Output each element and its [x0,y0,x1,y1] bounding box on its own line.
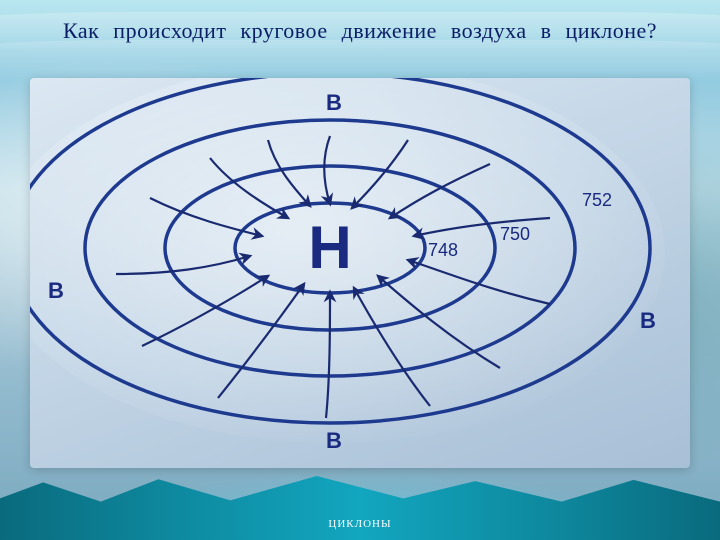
cyclone-diagram: Н В В В В 748 750 752 [30,78,690,468]
footer-band [0,476,720,540]
direction-label: В [326,90,342,115]
direction-label: В [640,308,656,333]
slide-root: Как происходит круговое движение воздуха… [0,0,720,540]
isobar-value-label: 750 [500,224,530,244]
diagram-panel: Н В В В В 748 750 752 [30,78,690,468]
direction-label: В [48,278,64,303]
direction-label: В [326,428,342,453]
bg-wave [0,40,720,80]
isobar-value-label: 752 [582,190,612,210]
slide-caption: ЦИКЛОНЫ [0,518,720,530]
slide-title: Как происходит круговое движение воздуха… [0,18,720,44]
isobar-value-label: 748 [428,240,458,260]
center-low-pressure-letter: Н [308,214,351,281]
